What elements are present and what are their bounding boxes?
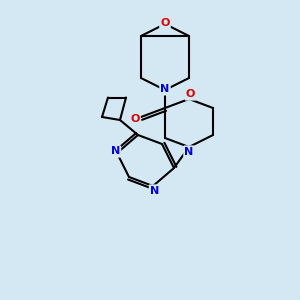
Text: N: N [160, 84, 169, 94]
Text: O: O [130, 113, 140, 124]
Text: N: N [184, 146, 194, 157]
Text: N: N [150, 185, 159, 196]
Text: N: N [111, 146, 120, 157]
Text: O: O [186, 89, 195, 100]
Text: O: O [160, 17, 170, 28]
